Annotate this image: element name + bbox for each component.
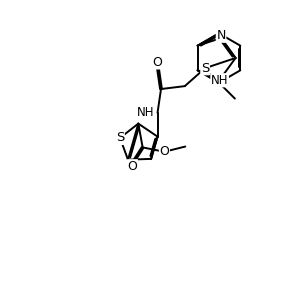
Text: O: O [160,145,169,158]
Text: NH: NH [211,74,228,87]
Text: O: O [153,56,162,69]
Text: O: O [128,160,137,173]
Text: N: N [216,29,226,42]
Text: S: S [201,62,209,75]
Text: NH: NH [137,106,155,119]
Text: S: S [116,131,124,144]
